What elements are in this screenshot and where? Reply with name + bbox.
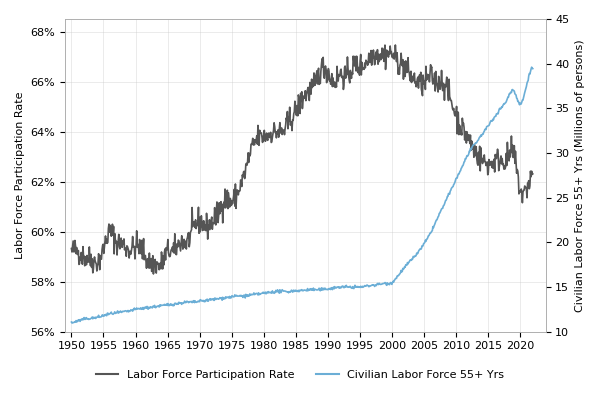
Civilian Labor Force 55+ Yrs xyxy=(68,320,75,324)
Labor Force Participation Rate xyxy=(529,171,536,176)
Labor Force Participation Rate xyxy=(349,70,356,75)
Labor Force Participation Rate xyxy=(392,43,399,47)
Line: Labor Force Participation Rate: Labor Force Participation Rate xyxy=(71,45,533,274)
Civilian Labor Force 55+ Yrs xyxy=(97,315,104,320)
Civilian Labor Force 55+ Yrs xyxy=(349,286,356,291)
Labor Force Participation Rate xyxy=(68,246,75,251)
Civilian Labor Force 55+ Yrs xyxy=(528,65,535,70)
Labor Force Participation Rate xyxy=(96,267,103,272)
Labor Force Participation Rate xyxy=(362,58,370,63)
Labor Force Participation Rate xyxy=(419,93,426,98)
Civilian Labor Force 55+ Yrs xyxy=(68,321,76,325)
Labor Force Participation Rate xyxy=(337,73,344,78)
Civilian Labor Force 55+ Yrs xyxy=(418,243,425,248)
Y-axis label: Civilian Labor Force 55+ Yrs (Millions of persons): Civilian Labor Force 55+ Yrs (Millions o… xyxy=(575,39,585,312)
Labor Force Participation Rate xyxy=(150,271,157,276)
Civilian Labor Force 55+ Yrs xyxy=(529,66,536,71)
Civilian Labor Force 55+ Yrs xyxy=(337,286,344,290)
Civilian Labor Force 55+ Yrs xyxy=(362,284,370,288)
Line: Civilian Labor Force 55+ Yrs: Civilian Labor Force 55+ Yrs xyxy=(71,67,533,323)
Legend: Labor Force Participation Rate, Civilian Labor Force 55+ Yrs: Labor Force Participation Rate, Civilian… xyxy=(91,366,509,385)
Y-axis label: Labor Force Participation Rate: Labor Force Participation Rate xyxy=(15,91,25,259)
Civilian Labor Force 55+ Yrs xyxy=(466,149,473,154)
Labor Force Participation Rate xyxy=(466,141,473,146)
